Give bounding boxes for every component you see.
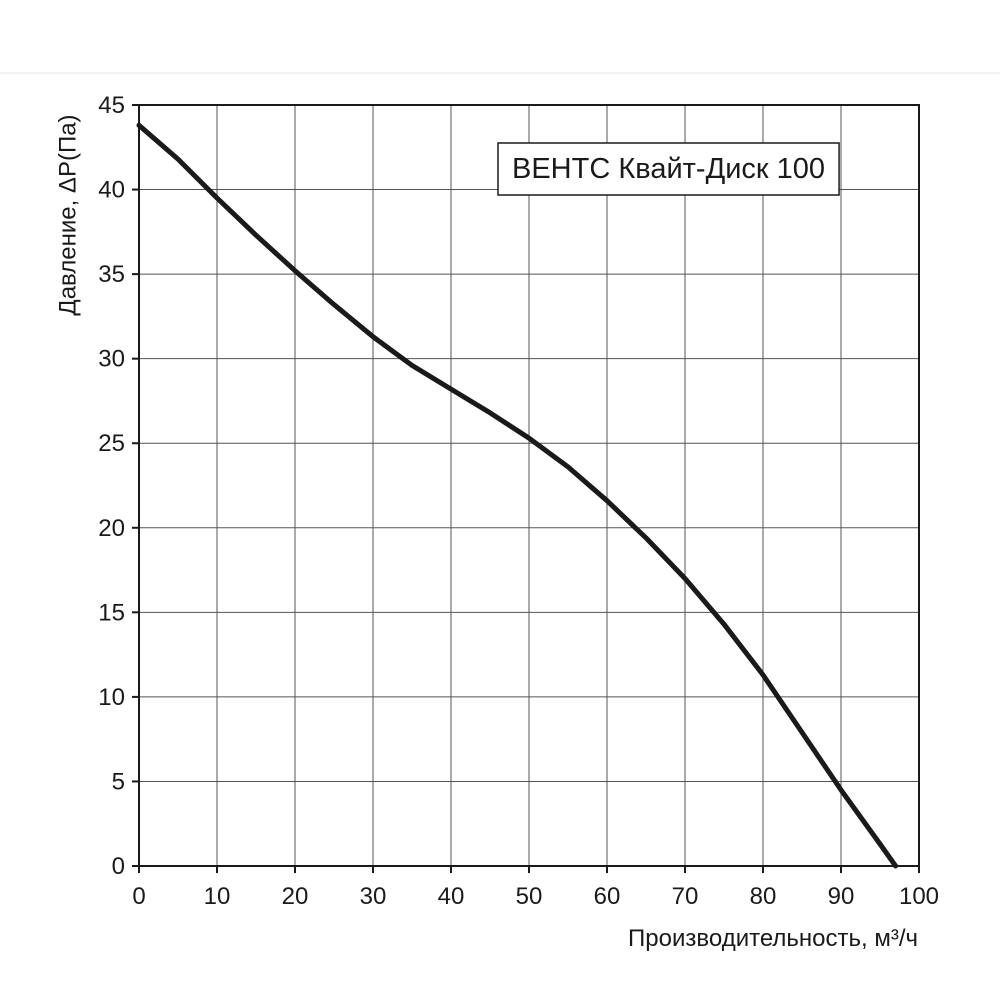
x-tick-label: 60: [594, 883, 621, 910]
legend: ВЕНТС Квайт-Диск 100: [497, 142, 840, 196]
x-tick-label: 30: [360, 883, 387, 910]
y-tick-label: 35: [98, 261, 125, 288]
y-tick-label: 10: [98, 684, 125, 711]
y-tick-label: 30: [98, 346, 125, 373]
x-tick-label: 40: [438, 883, 465, 910]
x-tick-label: 10: [204, 883, 231, 910]
x-tick-label: 0: [132, 883, 145, 910]
legend-box: [497, 142, 840, 196]
y-tick-label: 40: [98, 177, 125, 204]
y-tick-label: 20: [98, 515, 125, 542]
y-tick-label: 45: [98, 92, 125, 119]
grid: [138, 104, 920, 867]
ticks: 0 10 20 30 40 50 60 70 80 90 100 0 5 10 15 20 25 30 35 40 45: [98, 92, 939, 910]
y-tick-label: 0: [112, 853, 125, 880]
x-tick-label: 50: [516, 883, 543, 910]
y-axis-title: Давление, ΔP(Па): [55, 114, 82, 315]
x-tick-label: 90: [828, 883, 855, 910]
x-axis-title: Производительность, м³/ч: [628, 925, 918, 952]
x-tick-label: 20: [282, 883, 309, 910]
series-line: [136, 122, 899, 869]
y-tick-label: 15: [98, 599, 125, 626]
top-divider: [0, 72, 1000, 74]
y-tick-label: 25: [98, 430, 125, 457]
x-tick-label: 80: [750, 883, 777, 910]
x-tick-label: 70: [672, 883, 699, 910]
legend-label: ВЕНТС Квайт-Диск 100: [512, 153, 825, 185]
y-tick-label: 5: [112, 768, 125, 795]
x-tick-label: 100: [899, 883, 939, 910]
